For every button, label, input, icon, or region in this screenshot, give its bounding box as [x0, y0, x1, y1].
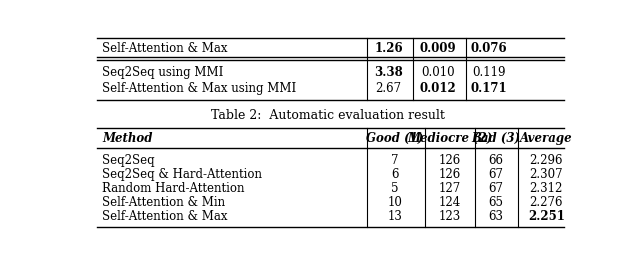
- Text: 127: 127: [438, 182, 461, 195]
- Text: 66: 66: [488, 154, 503, 167]
- Text: Seq2Seq using MMI: Seq2Seq using MMI: [102, 66, 224, 79]
- Text: Seq2Seq & Hard-Attention: Seq2Seq & Hard-Attention: [102, 168, 262, 181]
- Text: 10: 10: [388, 196, 403, 209]
- Text: 3.38: 3.38: [374, 66, 403, 79]
- Text: Good (1): Good (1): [366, 132, 424, 145]
- Text: 2.296: 2.296: [529, 154, 563, 167]
- Text: Mediocre (2): Mediocre (2): [407, 132, 492, 145]
- Text: 0.076: 0.076: [471, 42, 508, 55]
- Text: 0.009: 0.009: [420, 42, 456, 55]
- Text: Method: Method: [102, 132, 153, 145]
- Text: 0.012: 0.012: [420, 82, 456, 95]
- Text: Self-Attention & Max: Self-Attention & Max: [102, 210, 228, 223]
- Text: Seq2Seq: Seq2Seq: [102, 154, 155, 167]
- Text: 6: 6: [391, 168, 399, 181]
- Text: 2.312: 2.312: [529, 182, 563, 195]
- Text: Self-Attention & Max: Self-Attention & Max: [102, 42, 228, 55]
- Text: 126: 126: [438, 168, 461, 181]
- Text: 0.010: 0.010: [421, 66, 455, 79]
- Text: 2.67: 2.67: [376, 82, 401, 95]
- Text: 5: 5: [391, 182, 399, 195]
- Text: 2.276: 2.276: [529, 196, 563, 209]
- Text: 126: 126: [438, 154, 461, 167]
- Text: Bad (3): Bad (3): [471, 132, 520, 145]
- Text: 1.26: 1.26: [374, 42, 403, 55]
- Text: 2.251: 2.251: [528, 210, 564, 223]
- Text: 0.171: 0.171: [471, 82, 508, 95]
- Text: 67: 67: [488, 182, 503, 195]
- Text: 67: 67: [488, 168, 503, 181]
- Text: 65: 65: [488, 196, 503, 209]
- Text: 124: 124: [438, 196, 461, 209]
- Text: 0.119: 0.119: [472, 66, 506, 79]
- Text: 7: 7: [391, 154, 399, 167]
- Text: Self-Attention & Min: Self-Attention & Min: [102, 196, 225, 209]
- Text: 13: 13: [388, 210, 403, 223]
- Text: Random Hard-Attention: Random Hard-Attention: [102, 182, 245, 195]
- Text: 63: 63: [488, 210, 503, 223]
- Text: Average: Average: [520, 132, 573, 145]
- Text: 2.307: 2.307: [529, 168, 563, 181]
- Text: 123: 123: [438, 210, 461, 223]
- Text: Table 2:  Automatic evaluation result: Table 2: Automatic evaluation result: [211, 109, 445, 122]
- Text: Self-Attention & Max using MMI: Self-Attention & Max using MMI: [102, 82, 296, 95]
